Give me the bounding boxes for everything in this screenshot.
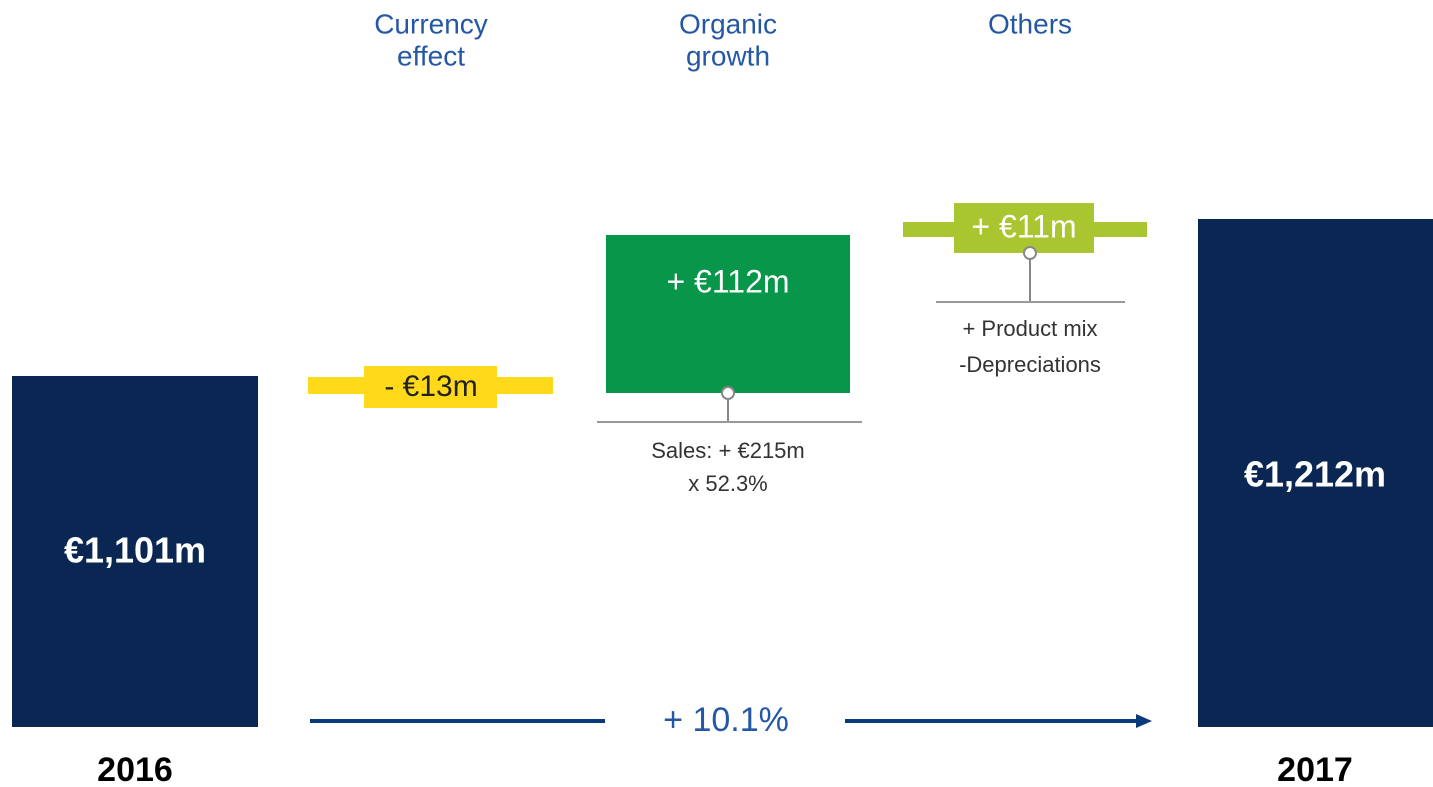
growth-label: + 10.1%: [663, 701, 789, 739]
end-label: €1,212m: [1244, 454, 1386, 495]
organic-note: x 52.3%: [688, 471, 768, 496]
start-bar: [12, 376, 258, 727]
others-note: + Product mix: [962, 316, 1097, 341]
organic-box: [606, 235, 850, 393]
arrow-head: [1136, 714, 1152, 728]
others-note: -Depreciations: [959, 352, 1101, 377]
currency-box: [364, 366, 497, 408]
start-label: €1,101m: [64, 530, 206, 571]
others-label: + €11m: [971, 208, 1076, 244]
column-header: effect: [397, 40, 465, 71]
organic-label: + €112m: [666, 263, 789, 299]
organic-note: Sales: + €215m: [651, 438, 804, 463]
start-year: 2016: [97, 751, 173, 787]
connector-dot: [1023, 246, 1037, 260]
connector-dot: [721, 386, 735, 400]
column-header: Currency: [374, 8, 488, 39]
column-header: Organic: [679, 8, 777, 39]
end-bar: [1198, 219, 1433, 727]
currency-label: - €13m: [384, 370, 477, 403]
column-header: Others: [988, 8, 1072, 39]
others-box: [954, 203, 1094, 253]
column-header: growth: [686, 40, 770, 71]
end-year: 2017: [1277, 751, 1353, 787]
